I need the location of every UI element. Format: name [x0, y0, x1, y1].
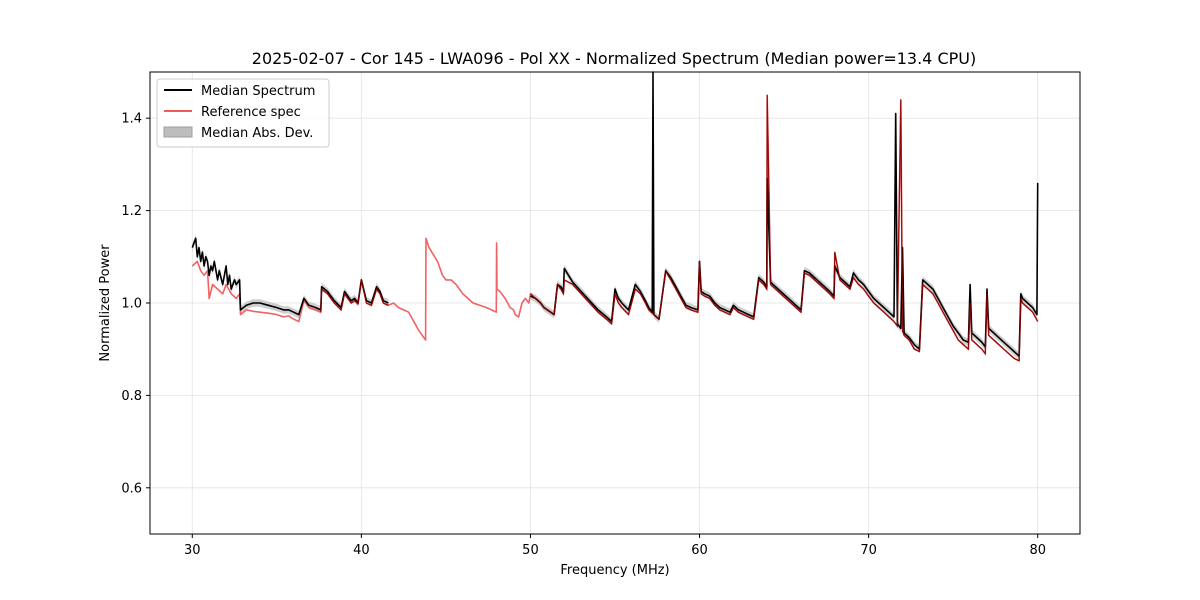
- median-spectrum-line: [530, 71, 1039, 357]
- legend-label-mad: Median Abs. Dev.: [201, 126, 313, 141]
- y-tick-label: 1.2: [121, 204, 142, 219]
- legend: Median Spectrum Reference spec Median Ab…: [156, 78, 330, 148]
- x-tick-label: 80: [1029, 543, 1046, 558]
- x-tick-label: 30: [184, 543, 201, 558]
- legend-label-median: Median Spectrum: [201, 84, 315, 99]
- legend-swatch-mad: [163, 126, 193, 138]
- y-tick-label: 0.6: [121, 481, 142, 496]
- y-tick-label: 1.0: [121, 297, 142, 312]
- chart-title: 2025-02-07 - Cor 145 - LWA096 - Pol XX -…: [252, 49, 976, 68]
- y-tick-label: 0.8: [121, 389, 142, 404]
- overlap-line: [530, 95, 1039, 362]
- ticks: 30 40 50 60 70 80 0.6 0.8 1.0 1.2 1.4: [121, 112, 1046, 558]
- x-tick-label: 40: [353, 543, 370, 558]
- median-spectrum-line: [191, 237, 389, 316]
- overlap-line: [320, 279, 389, 313]
- y-axis-label: Normalized Power: [98, 244, 113, 362]
- x-axis-label: Frequency (MHz): [560, 563, 669, 578]
- series-layer: [191, 71, 1039, 362]
- x-tick-label: 50: [522, 543, 539, 558]
- x-tick-label: 60: [691, 543, 708, 558]
- y-tick-label: 1.4: [121, 112, 142, 127]
- x-tick-label: 70: [860, 543, 877, 558]
- legend-box: [156, 78, 330, 148]
- legend-label-reference: Reference spec: [201, 105, 301, 120]
